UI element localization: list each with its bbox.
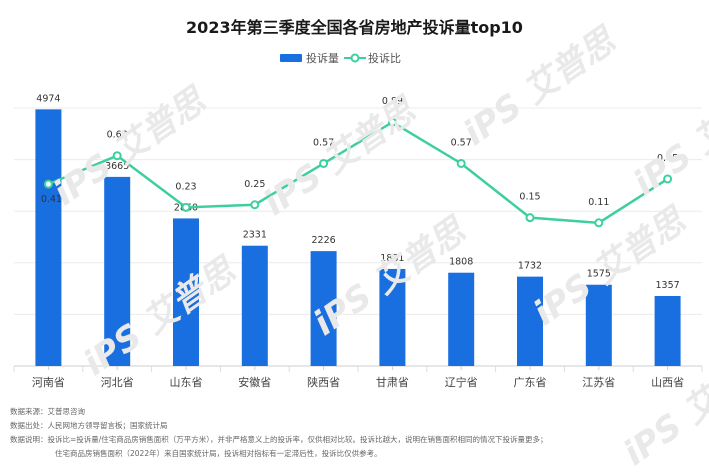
footer-origin: 数据出处：人民网地方领导留言板；国家统计局 — [10, 419, 700, 433]
x-tick-label: 河北省 — [101, 376, 134, 389]
footer-notes: 数据来源：艾普思咨询 数据出处：人民网地方领导留言板；国家统计局 数据说明：投诉… — [10, 405, 700, 461]
bar-value-label: 1357 — [656, 280, 680, 291]
footer-note-label: 数据说明： — [10, 435, 48, 444]
line-series: 0.41 0.63 0.23 0.25 0.57 0.89 0.57 0.15 0.11 0.45 — [41, 96, 678, 228]
bar — [379, 268, 406, 366]
line-value-label: 0.11 — [588, 197, 609, 208]
line-value-label: 0.89 — [382, 96, 403, 107]
bar-value-label: 1732 — [518, 261, 542, 272]
line-point — [319, 158, 329, 168]
line-point — [112, 151, 122, 161]
line-value-label: 0.23 — [175, 181, 196, 192]
x-tick-label: 山东省 — [170, 376, 203, 389]
line-value-label: 0.57 — [313, 137, 334, 148]
legend-line-marker — [350, 53, 360, 63]
line-value-label: 0.25 — [244, 179, 265, 190]
bar — [517, 276, 543, 366]
line-point — [525, 213, 535, 223]
bar-value-label: 1881 — [380, 253, 404, 264]
x-axis: 河南省 河北省 山东省 安徽省 陕西省 甘肃省 辽宁省 广东省 江苏省 山西省 — [13, 366, 703, 389]
bar — [104, 176, 131, 366]
bar — [654, 295, 681, 366]
bar-value-label: 2226 — [312, 235, 336, 246]
line-value-label: 0.45 — [657, 153, 678, 164]
line-value-label: 0.63 — [107, 130, 128, 141]
line-value-label: 0.57 — [451, 137, 472, 148]
footer-note: 数据说明：投诉比=投诉量/住宅商品房销售面积（万平方米），并非严格意义上的投诉率… — [10, 433, 700, 447]
bar-value-label: 2331 — [243, 230, 267, 241]
bar-value-label: 3665 — [105, 161, 129, 172]
footer-source-value: 艾普思咨询 — [47, 407, 86, 416]
x-tick-label: 安徽省 — [238, 375, 271, 389]
x-tick-label: 甘肃省 — [376, 376, 409, 389]
legend-line-label: 投诉比 — [368, 51, 401, 65]
legend-bar-swatch — [280, 54, 302, 62]
line-point — [594, 218, 604, 228]
bars: 4974366528602331222618811808173215751357 — [35, 93, 681, 366]
footer-source: 数据来源：艾普思咨询 — [10, 405, 700, 419]
bar-value-label: 1808 — [449, 257, 473, 268]
line-point — [387, 117, 397, 127]
x-tick-label: 河南省 — [32, 376, 65, 389]
legend-bar-label: 投诉量 — [306, 51, 339, 65]
chart-title: 2023年第三季度全国各省房地产投诉量top10 — [186, 18, 523, 37]
legend: 投诉量 投诉比 — [280, 51, 401, 65]
footer-note-line2: 住宅商品房销售面积（2022年）来自国家统计局，投诉相对指标有一定滞后性，投诉比… — [55, 449, 382, 458]
bar — [310, 251, 337, 366]
line-point — [456, 158, 466, 168]
footer-note-continued: 住宅商品房销售面积（2022年）来自国家统计局，投诉相对指标有一定滞后性，投诉比… — [10, 447, 700, 461]
footer-origin-label: 数据出处： — [10, 421, 48, 430]
bar-value-label: 4974 — [36, 93, 60, 104]
x-tick-label: 陕西省 — [307, 375, 340, 389]
bar — [448, 272, 475, 366]
x-tick-label: 辽宁省 — [445, 375, 478, 389]
line-point — [250, 200, 260, 210]
bar-value-label: 1575 — [587, 269, 611, 280]
x-tick-label: 江苏省 — [582, 376, 615, 389]
x-tick-label: 山西省 — [651, 376, 684, 389]
bar — [585, 284, 612, 366]
footer-source-label: 数据来源： — [10, 407, 48, 416]
line-value-label: 0.15 — [519, 192, 540, 203]
footer-origin-value: 人民网地方领导留言板；国家统计局 — [47, 421, 168, 430]
line-point — [43, 179, 53, 189]
line-value-label: 0.41 — [41, 194, 62, 205]
line-point — [663, 174, 673, 184]
line-path — [47, 120, 669, 225]
line-point — [181, 202, 191, 212]
bar — [173, 218, 199, 366]
footer-note-line1: 投诉比=投诉量/住宅商品房销售面积（万平方米），并非严格意义上的投诉率，仅供相对… — [47, 435, 548, 444]
x-tick-label: 广东省 — [514, 376, 547, 389]
bar — [241, 245, 268, 366]
bar — [35, 109, 62, 366]
